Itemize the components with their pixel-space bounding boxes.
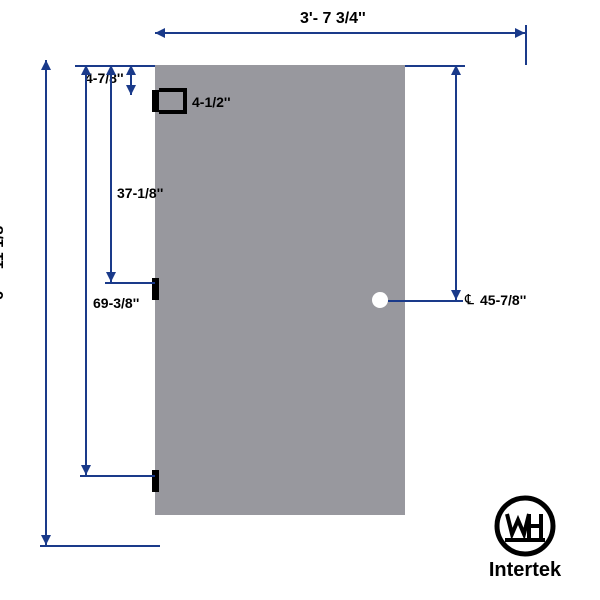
arrow-icon bbox=[451, 290, 461, 300]
dim-height-line bbox=[45, 60, 47, 545]
ext-line bbox=[388, 300, 463, 302]
centerline-symbol: ℄ bbox=[465, 292, 474, 309]
door-slab bbox=[155, 65, 405, 515]
ext-line bbox=[405, 65, 465, 67]
dim-knob-label: 45-7/8'' bbox=[480, 292, 526, 308]
arrow-icon bbox=[106, 272, 116, 282]
dim-hinge-second-line bbox=[110, 65, 112, 282]
dim-knob-line bbox=[455, 65, 457, 300]
arrow-icon bbox=[155, 28, 165, 38]
ext-line bbox=[80, 475, 155, 477]
arrow-icon bbox=[126, 85, 136, 95]
wh-logo-icon bbox=[494, 495, 556, 557]
arrow-icon bbox=[126, 65, 136, 75]
dim-height-label: 6'' - 11 1/8'' bbox=[0, 218, 8, 300]
ext-line bbox=[105, 282, 155, 284]
dim-hinge-third-label: 69-3/8'' bbox=[93, 295, 139, 311]
ext-line bbox=[525, 25, 527, 65]
arrow-icon bbox=[515, 28, 525, 38]
hinge-top bbox=[152, 90, 159, 112]
dim-hinge-second-label: 37-1/8'' bbox=[117, 185, 163, 201]
diagram-canvas: 4-1/2'' 3'- 7 3/4'' 6'' - 11 1/8'' 4-7/8… bbox=[0, 0, 600, 600]
dim-width-line bbox=[155, 32, 525, 34]
door-knob-hole bbox=[372, 292, 388, 308]
arrow-icon bbox=[41, 60, 51, 70]
logo-text: Intertek bbox=[470, 559, 580, 582]
ext-line bbox=[40, 545, 160, 547]
hinge-bottom bbox=[152, 470, 159, 492]
arrow-icon bbox=[81, 465, 91, 475]
arrow-icon bbox=[41, 535, 51, 545]
dim-hinge-size: 4-1/2'' bbox=[192, 94, 231, 110]
dim-hinge-third-line bbox=[85, 65, 87, 475]
dim-width-label: 3'- 7 3/4'' bbox=[300, 10, 366, 28]
arrow-icon bbox=[81, 65, 91, 75]
intertek-logo: Intertek bbox=[470, 495, 580, 582]
arrow-icon bbox=[106, 65, 116, 75]
